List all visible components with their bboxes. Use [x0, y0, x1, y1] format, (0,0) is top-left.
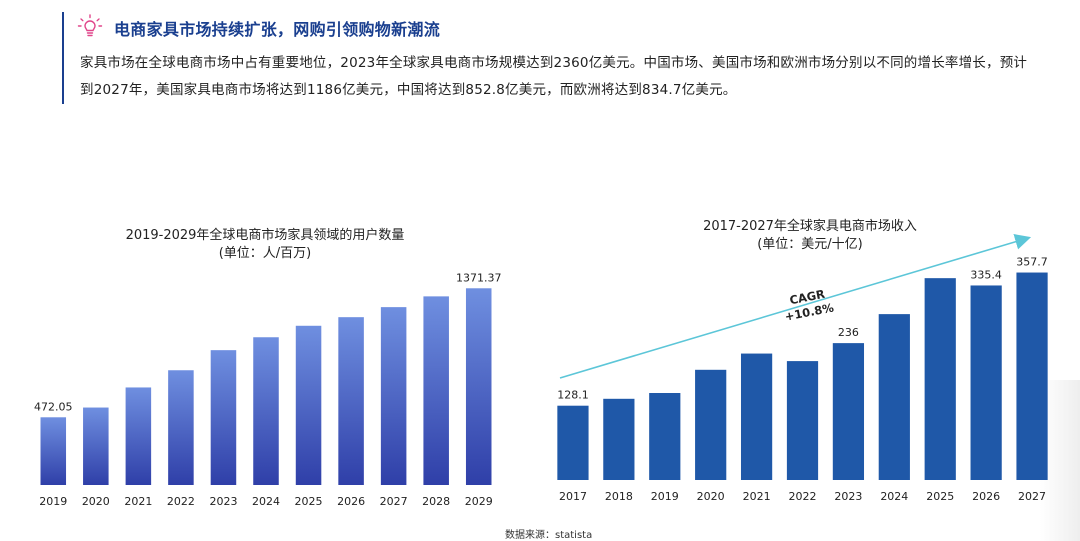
- tick-label-2025: 2025: [926, 490, 954, 503]
- bar-2023: [832, 343, 865, 480]
- bar-2020: [695, 369, 727, 480]
- cagr-trend-arrow: [559, 234, 1032, 379]
- bar-2023: [210, 350, 237, 485]
- tick-label-2023: 2023: [209, 495, 237, 508]
- left-chart-title: 2019-2029年全球电商市场家具领域的用户数量: [126, 227, 405, 243]
- bar-2021: [740, 353, 773, 480]
- bar-2022: [168, 370, 194, 485]
- right-chart-title: 2017-2027年全球家具电商市场收入: [703, 218, 917, 234]
- tick-label-2029: 2029: [465, 495, 493, 508]
- data-label-2026: 335.4: [970, 268, 1002, 281]
- page-headline: 电商家具市场持续扩张，网购引领购物新潮流: [114, 20, 441, 39]
- data-label-2029: 1371.37: [456, 271, 502, 284]
- bar-2025: [924, 278, 956, 480]
- data-label-2027: 357.7: [1016, 256, 1047, 269]
- tick-label-2024: 2024: [880, 490, 908, 503]
- right-chart-subtitle: (单位：美元/十亿): [757, 237, 863, 252]
- tick-label-2019: 2019: [651, 490, 679, 503]
- users-bar-chart: 2019-2029年全球电商市场家具领域的用户数量 (单位：人/百万) 2019…: [34, 227, 502, 508]
- bar-2017: [557, 405, 589, 480]
- bar-2024: [878, 314, 910, 480]
- bar-2019: [649, 393, 681, 480]
- bar-2026: [338, 317, 364, 485]
- tick-label-2027: 2027: [1018, 490, 1046, 503]
- tick-label-2022: 2022: [167, 495, 195, 508]
- data-label-2017: 128.1: [557, 389, 589, 402]
- lightbulb-icon: [77, 14, 103, 37]
- bar-2027: [1016, 272, 1048, 480]
- tick-label-2020: 2020: [697, 490, 725, 503]
- header-accent-bar: [62, 12, 64, 104]
- bar-2020: [83, 407, 109, 485]
- description-paragraph: 家具市场在全球电商市场中占有重要地位，2023年全球家具电商市场规模达到2360…: [80, 55, 1028, 98]
- bar-2022: [786, 361, 819, 480]
- bar-2028: [423, 296, 449, 485]
- bar-2024: [253, 337, 279, 485]
- revenue-bar-chart: 2017-2027年全球家具电商市场收入 (单位：美元/十亿) CAGR +10…: [557, 218, 1048, 503]
- tick-label-2028: 2028: [422, 495, 450, 508]
- bar-2029: [465, 288, 492, 485]
- data-label-2023: 236: [838, 326, 859, 339]
- tick-label-2025: 2025: [295, 495, 323, 508]
- bar-2025: [295, 325, 322, 485]
- data-label-2019: 472.05: [34, 400, 73, 413]
- tick-label-2021: 2021: [743, 490, 771, 503]
- data-source: 数据来源：statista: [505, 530, 593, 541]
- tick-label-2017: 2017: [559, 490, 587, 503]
- left-chart-subtitle: (单位：人/百万): [219, 246, 312, 261]
- bar-2026: [970, 285, 1002, 480]
- tick-label-2020: 2020: [82, 495, 110, 508]
- tick-label-2026: 2026: [337, 495, 365, 508]
- tick-label-2023: 2023: [834, 490, 862, 503]
- tick-label-2022: 2022: [789, 490, 817, 503]
- bar-2018: [603, 398, 635, 480]
- tick-label-2027: 2027: [380, 495, 408, 508]
- bar-2021: [125, 387, 152, 485]
- tick-label-2018: 2018: [605, 490, 633, 503]
- bar-2019: [40, 417, 67, 485]
- cagr-label: CAGR: [788, 287, 826, 308]
- bar-2027: [380, 307, 407, 485]
- tick-label-2026: 2026: [972, 490, 1000, 503]
- tick-label-2019: 2019: [39, 495, 67, 508]
- tick-label-2024: 2024: [252, 495, 280, 508]
- tick-label-2021: 2021: [124, 495, 152, 508]
